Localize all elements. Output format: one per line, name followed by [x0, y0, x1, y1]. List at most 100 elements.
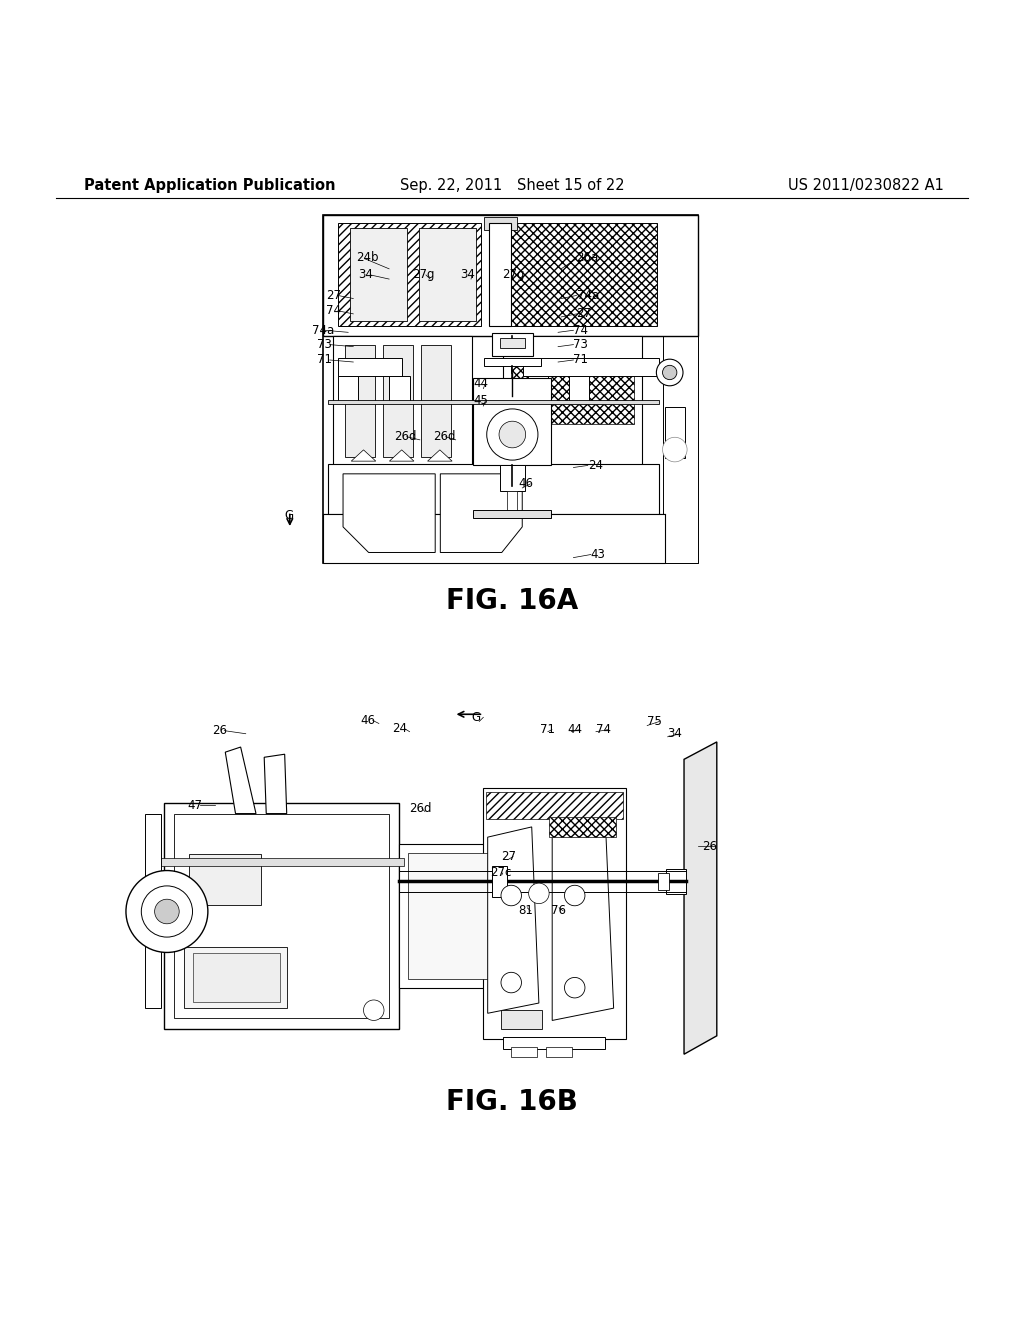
Text: 26d: 26d [394, 430, 417, 444]
Text: 47: 47 [187, 799, 203, 812]
Text: 24b: 24b [356, 251, 379, 264]
Bar [383, 345, 413, 457]
Bar [145, 813, 161, 1008]
Polygon shape [487, 826, 539, 1014]
Text: 34: 34 [358, 268, 374, 281]
Circle shape [486, 409, 538, 461]
Bar [492, 866, 507, 896]
Text: 73: 73 [573, 338, 589, 351]
Text: Patent Application Publication: Patent Application Publication [84, 178, 336, 193]
Bar [473, 379, 551, 465]
Text: 34: 34 [460, 268, 475, 281]
Bar [193, 953, 280, 1002]
Circle shape [564, 886, 585, 906]
Text: FIG. 16B: FIG. 16B [446, 1089, 578, 1117]
Text: 26: 26 [702, 840, 718, 853]
Bar [338, 223, 480, 326]
Bar [500, 338, 524, 348]
Text: 74: 74 [573, 323, 589, 337]
Text: 27c: 27c [490, 866, 512, 879]
Bar [350, 228, 408, 321]
Bar [546, 1047, 571, 1057]
Bar [184, 946, 287, 1008]
Bar [511, 223, 657, 326]
Bar [345, 345, 375, 457]
Text: 26a: 26a [577, 251, 599, 264]
Text: FIG. 16A: FIG. 16A [445, 586, 579, 615]
Bar [189, 854, 261, 904]
Text: 74a: 74a [312, 323, 335, 337]
Bar [485, 792, 623, 818]
Bar [665, 407, 685, 458]
Bar [488, 223, 511, 326]
Bar [473, 510, 551, 517]
Text: 74: 74 [326, 305, 341, 317]
Circle shape [141, 886, 193, 937]
Bar [501, 1010, 542, 1028]
Text: 24: 24 [588, 459, 603, 473]
Bar [419, 228, 476, 321]
Bar [483, 216, 516, 230]
Text: 44: 44 [567, 723, 583, 737]
Text: 43: 43 [591, 548, 606, 561]
Text: G: G [285, 510, 294, 523]
Text: G: G [471, 711, 480, 723]
Polygon shape [225, 747, 256, 813]
Circle shape [126, 870, 208, 953]
Bar [159, 858, 404, 866]
Bar [568, 376, 589, 403]
Bar [522, 358, 659, 376]
Bar [389, 376, 410, 403]
Text: 81: 81 [518, 904, 534, 917]
Bar [323, 513, 665, 562]
Text: 71: 71 [540, 723, 555, 737]
Text: 26d: 26d [433, 430, 456, 444]
Circle shape [155, 899, 179, 924]
Text: 73: 73 [317, 338, 333, 351]
Text: 46: 46 [360, 714, 376, 727]
Bar [666, 869, 686, 894]
Text: 27: 27 [577, 308, 592, 321]
Text: 34: 34 [668, 727, 683, 741]
Circle shape [663, 437, 687, 462]
Circle shape [564, 977, 585, 998]
Circle shape [663, 366, 677, 380]
Bar [323, 215, 698, 337]
Text: 76: 76 [551, 904, 566, 917]
Circle shape [499, 421, 525, 447]
Text: 27g: 27g [412, 268, 434, 281]
Bar [658, 874, 669, 890]
Text: 75: 75 [647, 715, 663, 727]
Bar [164, 804, 399, 1028]
Bar [328, 400, 659, 404]
Circle shape [501, 973, 521, 993]
Circle shape [656, 359, 683, 385]
Circle shape [364, 1001, 384, 1020]
Text: 71: 71 [573, 354, 589, 367]
Text: 74a: 74a [577, 289, 599, 302]
Text: Sep. 22, 2011  Sheet 15 of 22: Sep. 22, 2011 Sheet 15 of 22 [399, 178, 625, 193]
Text: 24: 24 [392, 722, 408, 735]
Text: 44: 44 [473, 378, 488, 389]
Polygon shape [389, 450, 414, 461]
Bar [492, 333, 532, 355]
Bar [482, 788, 626, 1039]
Bar [503, 1036, 605, 1049]
Text: 74: 74 [596, 723, 611, 737]
Bar [338, 376, 358, 403]
Bar [323, 215, 698, 562]
Bar [328, 463, 659, 557]
Polygon shape [428, 450, 453, 461]
Circle shape [528, 883, 549, 904]
Bar [511, 362, 634, 424]
Bar [338, 358, 402, 376]
Text: 26: 26 [212, 725, 227, 737]
Bar [503, 337, 642, 465]
Text: 46: 46 [518, 478, 534, 490]
Polygon shape [343, 474, 435, 553]
Polygon shape [351, 450, 376, 461]
Bar [399, 845, 497, 987]
Bar [483, 358, 541, 366]
Text: 26d: 26d [410, 803, 432, 814]
Bar [408, 853, 488, 979]
